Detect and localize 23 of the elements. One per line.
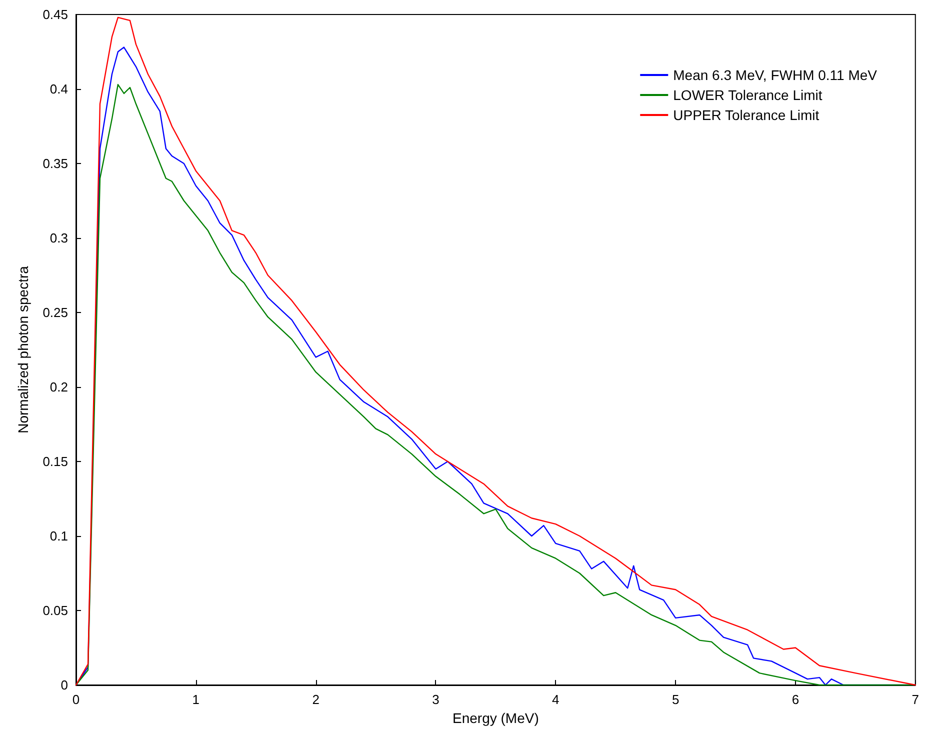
y-tick-label: 0.2 (50, 380, 68, 394)
y-axis-title: Normalized photon spectra (15, 266, 31, 434)
x-tick-label: 7 (912, 692, 919, 707)
x-tick-label: 2 (312, 692, 320, 707)
legend-label: Mean 6.3 MeV, FWHM 0.11 MeV (673, 67, 878, 83)
x-tick-label: 6 (792, 692, 800, 707)
y-tick-label: 0.35 (42, 156, 68, 171)
x-tick-label: 3 (432, 692, 440, 707)
y-tick-label: 0.25 (42, 305, 68, 320)
y-tick-label: 0 (60, 678, 68, 692)
x-tick-label: 1 (192, 692, 200, 707)
y-tick-label: 0.4 (50, 82, 68, 96)
x-tick-label: 4 (552, 692, 560, 707)
x-tick-label: 0 (72, 692, 80, 707)
y-tick-label: 0.45 (42, 7, 68, 22)
y-tick-label: 0.3 (50, 230, 68, 246)
x-axis-title: Energy (MeV) (452, 710, 539, 726)
x-tick-label: 5 (672, 692, 680, 707)
y-tick-label: 0.1 (50, 528, 68, 544)
legend-label: UPPER Tolerance Limit (673, 107, 820, 123)
legend-label: LOWER Tolerance Limit (673, 87, 822, 103)
y-tick-label: 0.15 (42, 454, 68, 469)
y-tick-label: 0.05 (42, 603, 68, 618)
